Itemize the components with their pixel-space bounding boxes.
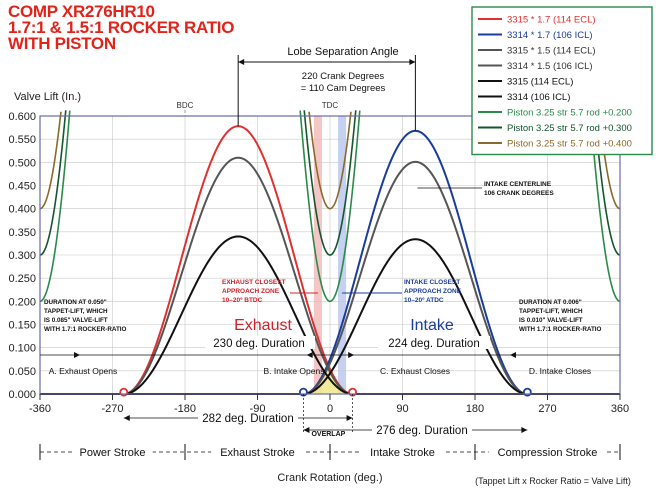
- title-line-2: 1.7:1 & 1.5:1 ROCKER RATIO: [8, 18, 235, 37]
- intake-zone-note: INTAKE CLOSEST: [404, 279, 460, 286]
- right-duration-note: IS 0.010" VALVE-LIFT: [519, 317, 583, 324]
- series-line-6: [39, 110, 621, 303]
- exhaust-duration-label: 230 deg. Duration: [213, 338, 304, 350]
- stroke-label-2: Intake Stroke: [370, 447, 435, 459]
- left-duration-note: DURATION AT 0.050": [44, 299, 107, 306]
- lobe-sep-line1: 220 Crank Degrees: [302, 71, 385, 82]
- x-tick-label: 90: [396, 403, 408, 415]
- intake-centerline-note: INTAKE CENTERLINE: [484, 181, 552, 188]
- y-tick-label: 0.200: [8, 296, 36, 308]
- exhaust-zone-note: APPROACH ZONE: [222, 288, 280, 295]
- exhaust-long-duration: 282 deg. Duration: [202, 413, 293, 425]
- x-tick-label: 0: [327, 403, 333, 415]
- stroke-label-bg: [211, 444, 304, 459]
- left-duration-note: TAPPET-LIFT, WHICH: [44, 308, 108, 315]
- y-tick-label: 0.300: [8, 250, 36, 262]
- stroke-label-0: Power Stroke: [79, 447, 145, 459]
- event-label-3: D. Intake Closes: [529, 366, 591, 376]
- y-tick-label: 0.050: [8, 366, 36, 378]
- intake-long-duration-bg: [372, 424, 472, 437]
- stroke-label-bg: [359, 444, 446, 459]
- right-duration-note: WITH 1.7:1 ROCKER-RATIO: [519, 326, 602, 333]
- legend: 3315 * 1.7 (114 ECL) 3314 * 1.7 (106 ICL)…: [471, 6, 653, 156]
- lobe-sep-label-bg: [278, 44, 408, 58]
- legend-label-0: 3315 * 1.7 (114 ECL): [507, 15, 596, 26]
- stroke-label-bg: [488, 444, 607, 459]
- exhaust-long-duration-bg: [198, 412, 298, 425]
- exhaust-zone-note: EXHAUST CLOSEST: [222, 279, 286, 286]
- title-line-1: COMP XR276HR10: [8, 2, 155, 21]
- stroke-label-3: Compression Stroke: [498, 447, 598, 459]
- right-duration-note: TAPPET-LIFT, WHICH: [519, 308, 583, 315]
- y-tick-label: 0.550: [8, 134, 36, 146]
- x-tick-label: 360: [611, 403, 629, 415]
- legend-label-2: 3315 * 1.5 (114 ECL): [507, 46, 596, 57]
- x-tick-label: 180: [466, 403, 484, 415]
- left-duration-note: IS 0.085" VALVE-LIFT: [44, 317, 108, 324]
- y-tick-label: 0.100: [8, 343, 36, 355]
- legend-label-8: Piston 3.25 str 5.7 rod +0.400: [507, 139, 632, 150]
- legend-label-7: Piston 3.25 str 5.7 rod +0.300: [507, 123, 632, 134]
- exhaust-duration-bg: [205, 336, 315, 349]
- exhaust-label: Exhaust: [234, 317, 292, 334]
- x-axis-label: Crank Rotation (deg.): [277, 472, 382, 484]
- stroke-label-bg: [72, 444, 153, 459]
- x-tick-label: -270: [101, 403, 123, 415]
- intake-duration-label: 224 deg. Duration: [388, 338, 479, 350]
- y-tick-label: 0.250: [8, 273, 36, 285]
- lobe-sep-line2: = 110 Cam Degrees: [301, 83, 386, 94]
- event-label-2: C. Exhaust Closes: [380, 366, 450, 376]
- axes: 0.000 0.050 0.100 0.150 0.200 0.250 0.300 0.350…: [8, 91, 630, 486]
- legend-label-3: 3314 * 1.5 (106 ICL): [507, 61, 593, 72]
- y-tick-label: 0.600: [8, 111, 36, 123]
- bdc-label: BDC: [177, 101, 194, 110]
- right-duration-note: DURATION AT 0.006": [519, 299, 582, 306]
- intake-duration-bg: [378, 336, 490, 349]
- intake-centerline-note: 106 CRANK DEGREES: [484, 190, 554, 197]
- y-tick-label: 0.450: [8, 181, 36, 193]
- intake-label: Intake: [410, 317, 454, 334]
- formula-note: (Tappet Lift x Rocker Ratio = Valve Lift…: [475, 476, 631, 486]
- y-axis-label: Valve Lift (In.): [14, 91, 81, 103]
- event-label-0: A. Exhaust Opens: [49, 366, 118, 376]
- legend-label-1: 3314 * 1.7 (106 ICL): [507, 30, 593, 41]
- chart-title: COMP XR276HR10 1.7:1 & 1.5:1 ROCKER RATI…: [8, 2, 248, 53]
- y-tick-label: 0.000: [8, 389, 36, 401]
- y-tick-label: 0.400: [8, 204, 36, 216]
- y-tick-label: 0.500: [8, 157, 36, 169]
- y-tick-label: 0.350: [8, 227, 36, 239]
- annotations: BDC TDC Lobe Separation Angle 220 Crank Deg…: [39, 44, 621, 460]
- exhaust-zone-note: 10–20º BTDC: [222, 297, 263, 304]
- overlap-label: OVERLAP: [311, 431, 345, 438]
- intake-zone-note: 10–20º ATDC: [404, 297, 444, 304]
- title-line-3: WITH PISTON: [8, 34, 116, 53]
- tdc-label: TDC: [322, 101, 339, 110]
- lobe-sep-label: Lobe Separation Angle: [287, 46, 398, 58]
- x-tick-label: -180: [174, 403, 196, 415]
- legend-label-6: Piston 3.25 str 5.7 rod +0.200: [507, 108, 632, 119]
- intake-long-duration: 276 deg. Duration: [376, 425, 467, 437]
- x-tick-label: -360: [29, 403, 51, 415]
- intake-zone-note: APPROACH ZONE: [404, 288, 462, 295]
- stroke-label-1: Exhaust Stroke: [220, 447, 295, 459]
- left-duration-note: WITH 1.7:1 ROCKER-RATIO: [44, 326, 127, 333]
- y-tick-label: 0.150: [8, 320, 36, 332]
- x-tick-label: 270: [538, 403, 556, 415]
- event-label-1: B. Intake Opens: [264, 366, 325, 376]
- legend-label-5: 3314 (106 ICL): [507, 92, 570, 103]
- legend-label-4: 3315 (114 ECL): [507, 77, 573, 88]
